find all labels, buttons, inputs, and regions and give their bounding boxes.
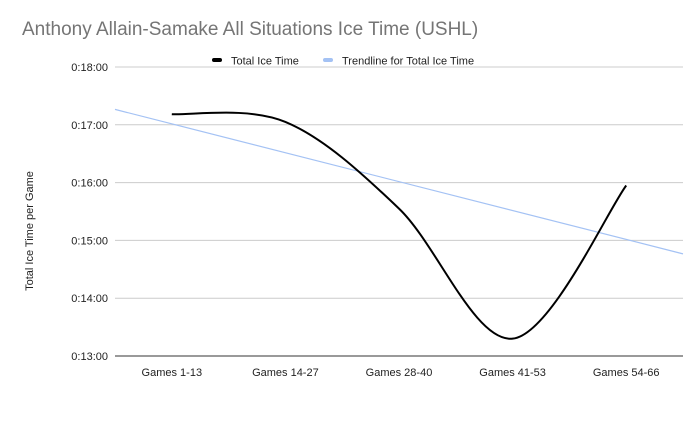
legend: Total Ice Time Trendline for Total Ice Ti… [212,56,474,68]
y-tick-label: 0:18:00 [71,62,108,74]
chart-title: Anthony Allain-Samake All Situations Ice… [22,19,478,40]
series-layer [114,108,684,340]
gridlines [115,66,683,357]
legend-label-total-ice-time: Total Ice Time [231,56,299,68]
y-tick-label: 0:16:00 [71,178,108,190]
x-tick-label: Games 28-40 [366,367,433,379]
trendline [114,108,684,255]
y-tick-label: 0:13:00 [71,351,108,363]
x-tick-label: Games 41-53 [479,367,546,379]
x-axis-ticks: Games 1-13 Games 14-27 Games 28-40 Games 41… [142,367,660,379]
x-tick-label: Games 14-27 [252,367,319,379]
legend-label-trendline: Trendline for Total Ice Time [342,56,474,68]
x-tick-label: Games 54-66 [593,367,660,379]
legend-swatch-trendline [323,58,333,62]
y-tick-label: 0:15:00 [71,235,108,247]
y-axis-ticks: 0:13:00 0:14:00 0:15:00 0:16:00 0:17:00 0:18:… [71,62,108,363]
series-line-total-ice-time [171,111,628,340]
y-tick-label: 0:17:00 [71,120,108,132]
legend-swatch-total-ice-time [212,58,222,62]
x-tick-label: Games 1-13 [142,367,203,379]
y-axis-label: Total Ice Time per Game [24,171,36,291]
y-tick-label: 0:14:00 [71,293,108,305]
